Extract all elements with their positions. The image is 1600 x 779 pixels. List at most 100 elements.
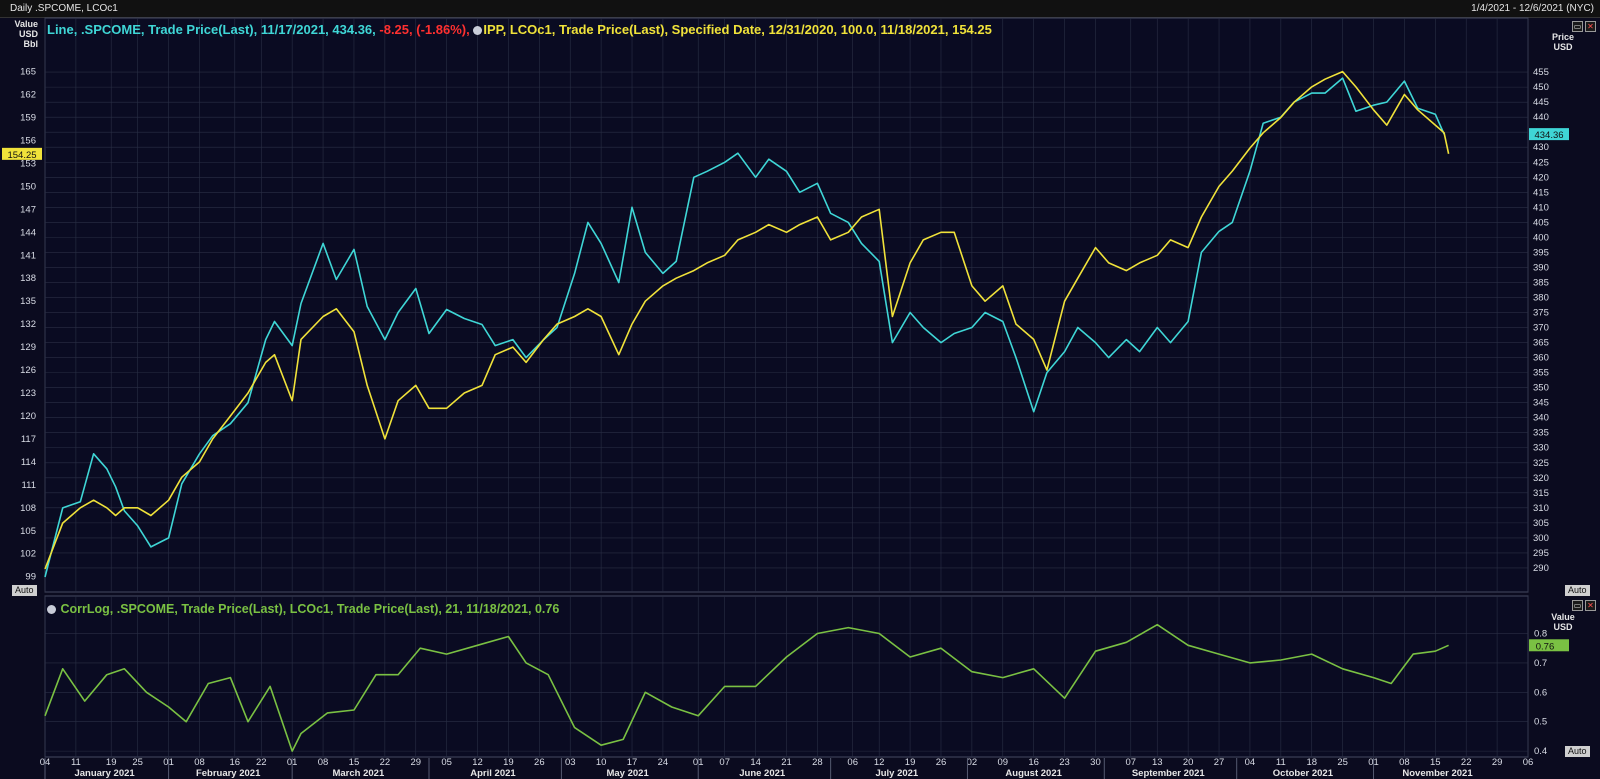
right-tick-label: 430	[1533, 142, 1549, 153]
right-tick-label: 345	[1533, 398, 1549, 409]
x-tick-label: 15	[349, 757, 360, 768]
pin-icon[interactable]	[47, 605, 56, 615]
left-tick-label: 102	[20, 549, 36, 560]
left-tick-label: 153	[20, 158, 36, 169]
series-spcome-line	[44, 77, 1445, 578]
right-tick-label: 415	[1533, 187, 1549, 198]
left-tick-label: 150	[20, 181, 36, 192]
x-tick-label: 11	[1276, 757, 1286, 768]
auto-scale-left-button[interactable]: Auto	[12, 585, 37, 596]
left-axis-header: USD	[19, 29, 39, 39]
right-tick-label: 375	[1533, 308, 1549, 319]
right-tick-label: 320	[1533, 473, 1549, 484]
lower-tick-label: 0.6	[1534, 687, 1547, 698]
left-tick-label: 108	[20, 503, 36, 514]
pin-icon[interactable]	[473, 26, 483, 36]
x-tick-label: 08	[194, 757, 205, 768]
x-tick-label: 25	[132, 757, 143, 768]
x-tick-label: 07	[719, 757, 730, 768]
month-label: November 2021	[1402, 768, 1473, 779]
x-tick-label: 06	[847, 757, 858, 768]
x-tick-label: 22	[380, 757, 391, 768]
close-icon[interactable]: ✕	[1585, 21, 1596, 32]
x-tick-label: 18	[1306, 757, 1317, 768]
last-value-corr-marker	[1529, 639, 1569, 652]
x-tick-label: 17	[627, 757, 638, 768]
legend-lco[interactable]: IPP, LCOc1, Trade Price(Last), Specified…	[483, 22, 992, 37]
right-tick-label: 445	[1533, 97, 1549, 108]
right-tick-label: 315	[1533, 488, 1549, 499]
x-tick-label: 30	[1090, 757, 1101, 768]
right-tick-label: 450	[1533, 82, 1549, 93]
right-tick-label: 340	[1533, 413, 1549, 424]
month-label: June 2021	[739, 768, 786, 779]
x-tick-label: 07	[1125, 757, 1136, 768]
upper-legend[interactable]: Line, .SPCOME, Trade Price(Last), 11/17/…	[47, 22, 992, 37]
right-tick-label: 405	[1533, 217, 1549, 228]
left-tick-label: 132	[20, 319, 36, 330]
right-tick-label: 325	[1533, 458, 1549, 469]
legend-corrlog[interactable]: CorrLog, .SPCOME, Trade Price(Last), LCO…	[60, 602, 560, 616]
right-tick-label: 335	[1533, 428, 1549, 439]
lower-tick-label: 0.4	[1534, 746, 1547, 757]
right-tick-label: 380	[1533, 292, 1549, 303]
legend-spcome[interactable]: Line, .SPCOME, Trade Price(Last), 11/17/…	[47, 22, 380, 37]
x-tick-label: 23	[1059, 757, 1070, 768]
last-value-left-marker	[2, 147, 42, 160]
x-tick-label: 16	[229, 757, 240, 768]
lower-tick-label: 0.7	[1534, 658, 1547, 669]
maximize-icon[interactable]: ▭	[1572, 600, 1583, 611]
left-tick-label: 99	[25, 572, 36, 583]
maximize-icon[interactable]: ▭	[1572, 21, 1583, 32]
right-tick-label: 355	[1533, 368, 1549, 379]
x-tick-label: 08	[1399, 757, 1410, 768]
last-value-corr-label: 0.76	[1536, 641, 1555, 652]
x-tick-label: 19	[106, 757, 117, 768]
x-tick-label: 15	[1430, 757, 1441, 768]
left-tick-label: 120	[20, 411, 36, 422]
right-tick-label: 390	[1533, 262, 1549, 273]
left-tick-label: 159	[20, 112, 36, 123]
series-corr-line	[44, 623, 1449, 752]
last-value-left-label: 154.25	[7, 150, 36, 161]
x-tick-label: 10	[596, 757, 607, 768]
x-tick-label: 14	[750, 757, 761, 768]
right-tick-label: 425	[1533, 157, 1549, 168]
x-tick-label: 08	[318, 757, 329, 768]
x-tick-label: 03	[565, 757, 576, 768]
x-tick-label: 09	[997, 757, 1008, 768]
x-tick-label: 12	[874, 757, 885, 768]
right-tick-label: 330	[1533, 443, 1549, 454]
right-axis-header: Price	[1552, 32, 1574, 42]
x-tick-label: 26	[534, 757, 545, 768]
lower-legend[interactable]: CorrLog, .SPCOME, Trade Price(Last), LCO…	[47, 602, 559, 616]
right-tick-label: 360	[1533, 353, 1549, 364]
close-icon[interactable]: ✕	[1585, 600, 1596, 611]
left-tick-label: 138	[20, 273, 36, 284]
right-tick-label: 440	[1533, 112, 1549, 123]
x-tick-label: 25	[1337, 757, 1348, 768]
left-tick-label: 129	[20, 342, 36, 353]
left-axis-header: Value	[14, 19, 38, 29]
right-tick-label: 410	[1533, 202, 1549, 213]
lower-axis-header: Value	[1551, 612, 1575, 622]
x-tick-label: 22	[1461, 757, 1472, 768]
window-title: Daily .SPCOME, LCOc1	[10, 3, 118, 14]
right-tick-label: 400	[1533, 232, 1549, 243]
right-tick-label: 290	[1533, 563, 1549, 574]
left-tick-label: 111	[22, 480, 36, 491]
right-tick-label: 385	[1533, 277, 1549, 288]
auto-scale-lower-button[interactable]: Auto	[1565, 746, 1590, 757]
right-tick-label: 310	[1533, 503, 1549, 514]
auto-scale-right-button[interactable]: Auto	[1565, 585, 1590, 596]
left-tick-label: 135	[20, 296, 36, 307]
x-tick-label: 20	[1183, 757, 1194, 768]
x-tick-label: 26	[936, 757, 947, 768]
month-label: January 2021	[74, 768, 135, 779]
x-tick-label: 28	[812, 757, 823, 768]
date-range[interactable]: 1/4/2021 - 12/6/2021 (NYC)	[1471, 3, 1594, 14]
right-tick-label: 420	[1533, 172, 1549, 183]
x-tick-label: 29	[1492, 757, 1503, 768]
month-label: March 2021	[332, 768, 384, 779]
